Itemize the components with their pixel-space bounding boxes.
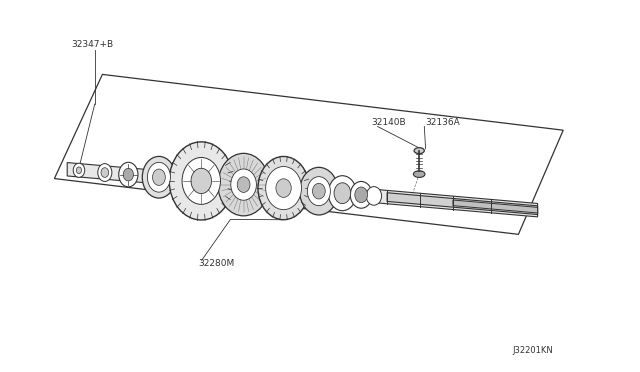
- Text: 32347+B: 32347+B: [72, 39, 114, 48]
- Ellipse shape: [124, 168, 134, 181]
- Polygon shape: [453, 200, 538, 213]
- Polygon shape: [387, 193, 538, 215]
- Ellipse shape: [119, 162, 138, 187]
- Ellipse shape: [73, 163, 84, 177]
- Ellipse shape: [328, 176, 356, 211]
- Ellipse shape: [355, 187, 367, 203]
- Ellipse shape: [413, 171, 425, 177]
- Ellipse shape: [182, 157, 220, 204]
- Ellipse shape: [231, 169, 257, 200]
- Ellipse shape: [142, 156, 175, 198]
- Text: 32140B: 32140B: [371, 118, 406, 126]
- Ellipse shape: [307, 177, 330, 206]
- Ellipse shape: [414, 148, 424, 154]
- Ellipse shape: [334, 183, 351, 203]
- Ellipse shape: [76, 167, 81, 174]
- Ellipse shape: [312, 183, 325, 199]
- Text: J32201KN: J32201KN: [512, 346, 553, 355]
- Ellipse shape: [258, 157, 309, 220]
- Text: 32280M: 32280M: [198, 259, 235, 268]
- Text: 32136A: 32136A: [426, 118, 460, 126]
- Ellipse shape: [266, 167, 301, 210]
- Ellipse shape: [152, 169, 165, 185]
- Ellipse shape: [300, 167, 338, 215]
- Ellipse shape: [276, 179, 291, 198]
- Polygon shape: [54, 74, 563, 234]
- Ellipse shape: [191, 168, 211, 193]
- Ellipse shape: [169, 142, 233, 220]
- Ellipse shape: [237, 177, 250, 192]
- Ellipse shape: [147, 162, 170, 192]
- Ellipse shape: [366, 187, 381, 205]
- Ellipse shape: [101, 168, 109, 177]
- Ellipse shape: [350, 182, 372, 208]
- Polygon shape: [67, 163, 538, 217]
- Ellipse shape: [218, 153, 269, 216]
- Ellipse shape: [98, 164, 112, 182]
